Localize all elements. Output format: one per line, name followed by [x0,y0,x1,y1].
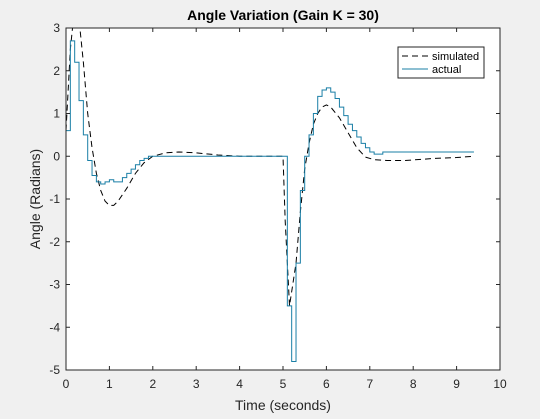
plot-area [66,28,500,370]
chart-title: Angle Variation (Gain K = 30) [187,7,379,23]
legend-label: simulated [432,51,479,63]
x-tick-label: 8 [410,377,417,391]
x-tick-label: 4 [236,377,243,391]
y-tick-label: -5 [49,363,60,377]
x-axis-label: Time (seconds) [235,397,331,413]
y-tick-label: -2 [49,235,60,249]
x-tick-label: 5 [280,377,287,391]
plot [66,28,474,362]
legend-box [397,46,485,79]
series-line [66,40,474,362]
y-tick-label: -3 [49,278,60,292]
y-tick-label: -1 [49,192,60,206]
y-tick-label: 1 [53,107,60,121]
y-tick-label: 2 [53,64,60,78]
axes: 0 1 2 3 4 5 6 7 8 9 10 -5 -4 -3 -2 -1 0 1 2 3 simulatedactua… [49,21,507,391]
y-tick-label: -4 [49,320,60,334]
x-tick-label: 6 [323,377,330,391]
x-tick-label: 10 [493,377,507,391]
x-tick-label: 3 [193,377,200,391]
x-tick-label: 0 [63,377,70,391]
x-tick-label: 1 [106,377,113,391]
legend-label: actual [432,64,461,76]
y-axis-label: Angle (Radians) [27,149,43,249]
x-tick-label: 2 [149,377,156,391]
x-tick-label: 9 [453,377,460,391]
x-tick-label: 7 [366,377,373,391]
y-tick-label: 0 [53,149,60,163]
y-tick-label: 3 [53,21,60,35]
